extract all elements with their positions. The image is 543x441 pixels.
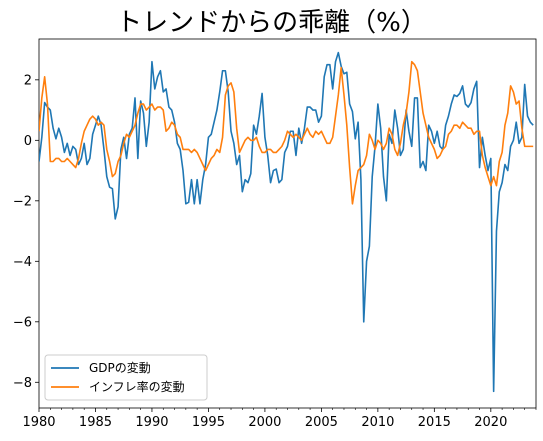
y-tick-label: −2 <box>13 194 32 209</box>
x-tick-label: 1990 <box>135 415 168 430</box>
x-tick-label: 1985 <box>79 415 112 430</box>
x-tick-label: 2000 <box>248 415 281 430</box>
y-tick-label: 0 <box>24 134 32 149</box>
y-tick-label: −4 <box>13 255 32 270</box>
x-tick-label: 2010 <box>361 415 394 430</box>
y-tick-label: 2 <box>24 73 32 88</box>
legend-label-2: インフレ率の変動 <box>89 379 185 394</box>
series-line-2 <box>39 60 534 205</box>
legend-label-1: GDPの変動 <box>89 360 151 375</box>
y-tick-label: −8 <box>13 376 32 391</box>
series-layer <box>39 51 534 393</box>
x-tick-label: 2020 <box>474 415 507 430</box>
x-tick-label: 2015 <box>418 415 451 430</box>
plot-area-border <box>38 38 537 409</box>
legend-box <box>44 354 208 401</box>
tick-layer: 1980 1985 1990 1995 2000 2005 2010 2015 2020 −8 −6… <box>13 73 537 430</box>
x-tick-label: 1980 <box>22 415 55 430</box>
chart-title: トレンドからの乖離（%） <box>116 8 427 38</box>
x-tick-label: 1995 <box>192 415 225 430</box>
x-tick-label: 2005 <box>305 415 338 430</box>
axes-frame <box>38 38 537 409</box>
series-line-1 <box>39 51 534 393</box>
y-tick-label: −6 <box>13 315 32 330</box>
